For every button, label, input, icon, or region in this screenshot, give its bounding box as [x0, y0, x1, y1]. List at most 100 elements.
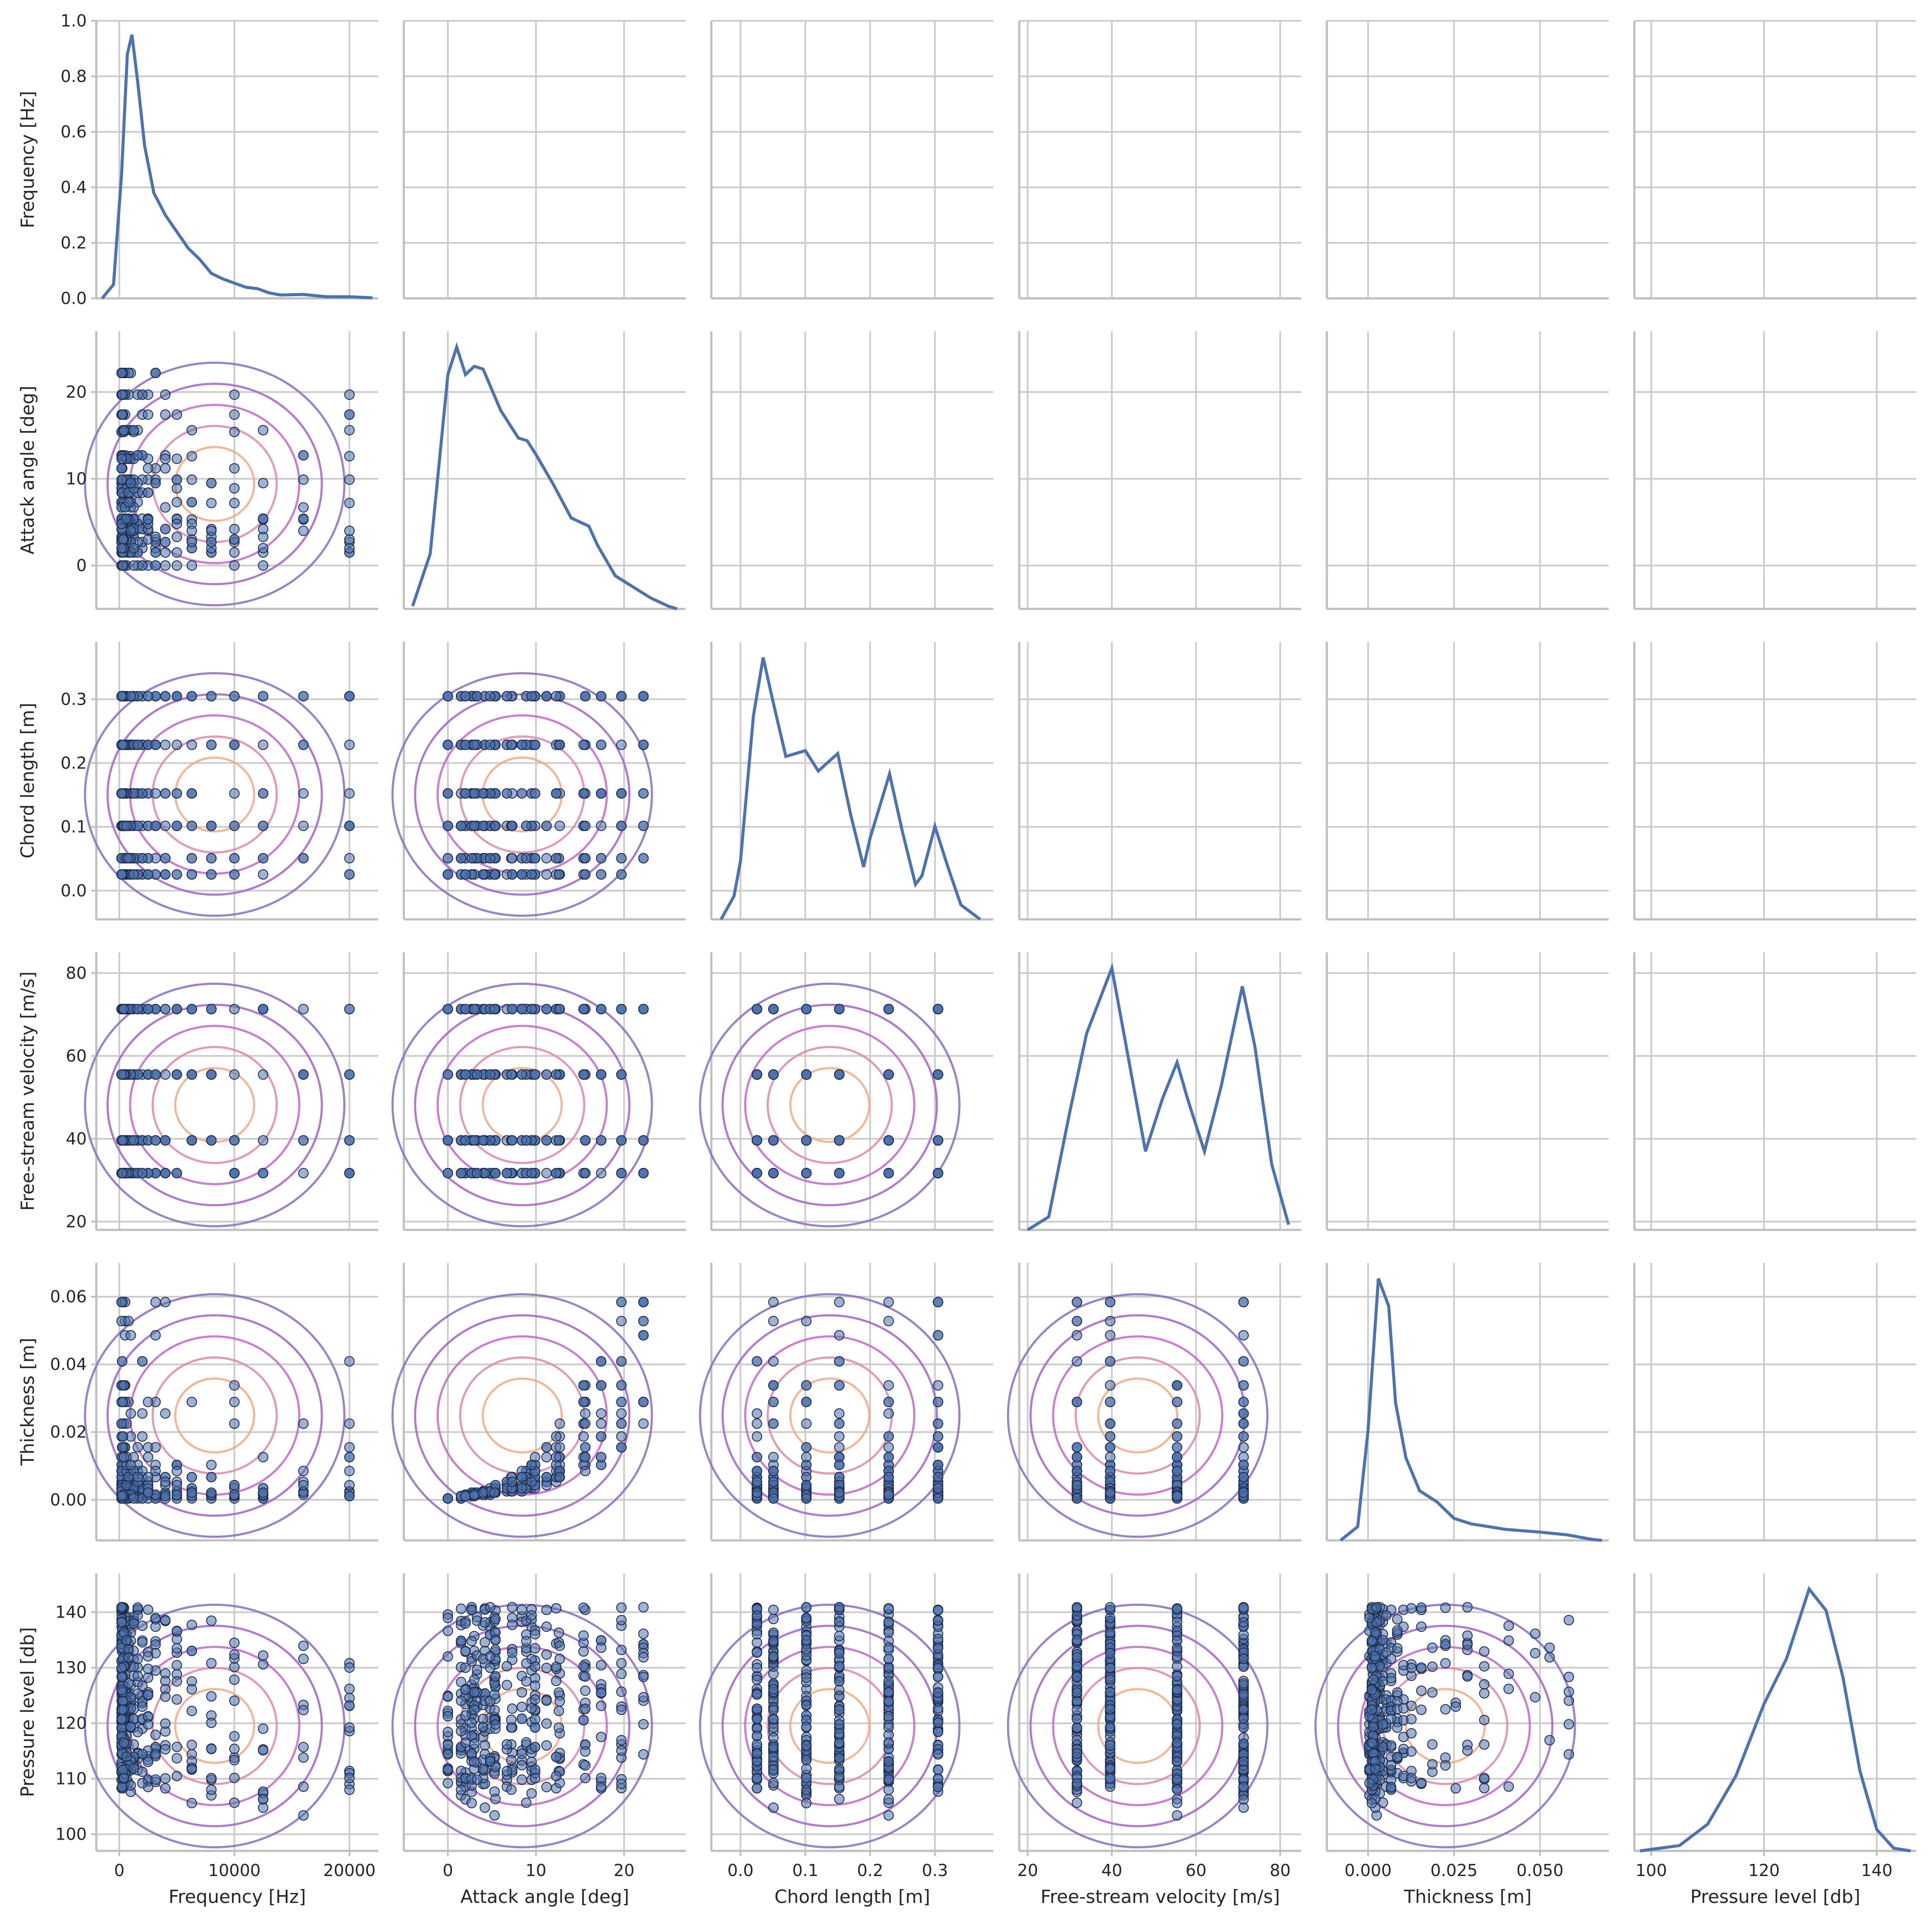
scatter-point [298, 502, 309, 513]
scatter-point [229, 1480, 240, 1491]
scatter-point [933, 1483, 943, 1494]
scatter-point [143, 869, 154, 880]
scatter-point [834, 1004, 844, 1014]
panel-angle-vs-vel [1018, 331, 1301, 610]
scatter-point [143, 1664, 154, 1674]
scatter-point [501, 1168, 512, 1179]
scatter-point [506, 1784, 517, 1795]
scatter-point [471, 691, 482, 702]
scatter-point [171, 560, 182, 571]
scatter-point [171, 1489, 182, 1500]
scatter-point [466, 853, 477, 864]
scatter-point [187, 691, 197, 702]
scatter-point [298, 1654, 309, 1664]
scatter-point [298, 1641, 309, 1651]
scatter-point [541, 1135, 552, 1146]
scatter-point [521, 821, 532, 831]
scatter-point [1071, 1480, 1082, 1491]
scatter-point [344, 526, 355, 536]
kde-contour [744, 1025, 916, 1185]
scatter-point [187, 497, 197, 507]
scatter-point [554, 1696, 565, 1707]
scatter-point [344, 409, 355, 420]
scatter-point [298, 691, 309, 702]
scatter-point [541, 1069, 552, 1080]
scatter-point [229, 1674, 240, 1685]
scatter-point [298, 513, 309, 524]
scatter-point [933, 1135, 943, 1146]
scatter-point [206, 478, 217, 488]
scatter-point [1238, 1472, 1249, 1483]
scatter-point [469, 1756, 480, 1767]
scatter-point [298, 1752, 309, 1763]
scatter-point [469, 1704, 480, 1715]
scatter-point [469, 1674, 480, 1685]
scatter-point [469, 788, 480, 799]
scatter-point [116, 1684, 127, 1695]
scatter-point [596, 1004, 606, 1014]
scatter-point [150, 1612, 161, 1623]
scatter-point [521, 1676, 532, 1687]
scatter-point [187, 560, 197, 571]
scatter-point [442, 1749, 453, 1760]
scatter-point [125, 1780, 136, 1791]
scatter-point [116, 1418, 127, 1429]
scatter-point [116, 1671, 127, 1682]
kde-contour [766, 1356, 893, 1475]
scatter-point [768, 1396, 779, 1407]
scatter-point [1071, 1330, 1082, 1341]
scatter-point [229, 1755, 240, 1765]
scatter-point [596, 1418, 606, 1429]
scatter-point [116, 1297, 127, 1308]
scatter-point [171, 869, 182, 880]
scatter-point [1071, 1442, 1082, 1453]
scatter-point [206, 537, 217, 547]
scatter-point [578, 788, 589, 799]
scatter-point [883, 1069, 894, 1080]
scatter-point [596, 869, 606, 880]
scatter-point [171, 1753, 182, 1764]
scatter-point [616, 1069, 627, 1080]
scatter-point [616, 1778, 627, 1789]
panel-chord-vs-vel [1018, 642, 1301, 921]
scatter-point [933, 1605, 943, 1616]
scatter-point [1238, 1442, 1249, 1453]
scatter-point [456, 1168, 467, 1179]
scatter-point [506, 1755, 517, 1765]
scatter-point [160, 537, 171, 547]
scatter-point [132, 1442, 143, 1453]
scatter-point [344, 474, 355, 485]
kde-contour [699, 982, 961, 1228]
scatter-point [834, 1794, 844, 1805]
scatter-point [187, 1706, 197, 1716]
panel-press-vs-angle [391, 1573, 686, 1852]
scatter-point [117, 1704, 128, 1715]
scatter-point [489, 1810, 500, 1821]
scatter-point [768, 1452, 779, 1462]
scatter-point [1071, 1396, 1082, 1407]
scatter-point [526, 1610, 537, 1621]
scatter-point [344, 451, 355, 461]
scatter-point [517, 788, 527, 799]
scatter-point [121, 1480, 132, 1491]
scatter-point [616, 1704, 627, 1715]
scatter-point [344, 691, 355, 702]
kde-line-angle [411, 342, 677, 611]
panel-vel-vs-vel [1018, 952, 1301, 1231]
scatter-point [187, 1798, 197, 1808]
scatter-point [578, 1396, 589, 1407]
scatter-point [344, 869, 355, 880]
scatter-point [128, 560, 139, 571]
scatter-point [344, 1662, 355, 1673]
kde-contour [106, 1004, 323, 1206]
scatter-point [460, 739, 471, 750]
scatter-point [137, 389, 148, 400]
scatter-point [150, 532, 161, 542]
scatter-point [1105, 1396, 1116, 1407]
scatter-point [801, 1135, 812, 1146]
scatter-point [118, 425, 129, 435]
kde-contour [84, 982, 346, 1228]
scatter-point [160, 547, 171, 558]
scatter-point [137, 788, 148, 799]
scatter-point [187, 739, 197, 750]
